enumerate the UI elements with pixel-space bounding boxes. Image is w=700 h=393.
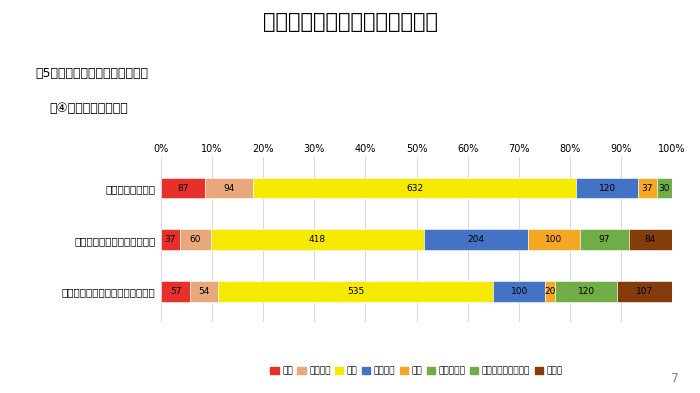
Text: 問5　満足度をお聞かせください: 問5 満足度をお聞かせください (35, 67, 148, 80)
Text: ④待ち時間について: ④待ち時間について (49, 102, 127, 115)
Text: 418: 418 (309, 235, 326, 244)
Text: 20: 20 (545, 287, 556, 296)
Text: 57: 57 (170, 287, 181, 296)
Text: 7: 7 (671, 372, 679, 385)
Text: 107: 107 (636, 287, 653, 296)
Bar (545, 281, 555, 302)
Bar (528, 230, 580, 250)
Bar (253, 178, 576, 198)
Text: 60: 60 (190, 235, 201, 244)
Bar (657, 178, 672, 198)
Text: 37: 37 (641, 184, 653, 193)
Bar (161, 281, 190, 302)
Bar (576, 178, 638, 198)
Text: 健診センター　満足度調査結果: 健診センター 満足度調査結果 (262, 12, 438, 32)
Bar (180, 230, 211, 250)
Text: 54: 54 (199, 287, 210, 296)
Text: 94: 94 (224, 184, 235, 193)
Text: 37: 37 (164, 235, 176, 244)
Text: 84: 84 (645, 235, 656, 244)
Bar (638, 178, 657, 198)
Text: 120: 120 (598, 184, 616, 193)
Text: 87: 87 (178, 184, 189, 193)
Bar (161, 230, 180, 250)
Bar (218, 281, 494, 302)
Text: 30: 30 (659, 184, 670, 193)
Text: 535: 535 (347, 287, 365, 296)
Text: 100: 100 (510, 287, 528, 296)
Bar (617, 281, 672, 302)
Bar (555, 281, 617, 302)
Bar (211, 230, 424, 250)
Legend: 短い, やや短い, 普通, やや長い, 長い, 該当しない, どちらともいえない, 無回答: 短い, やや短い, 普通, やや長い, 長い, 該当しない, どちらともいえない… (267, 363, 566, 379)
Text: 632: 632 (407, 184, 424, 193)
Bar (494, 281, 545, 302)
Bar (629, 230, 672, 250)
Bar (161, 178, 206, 198)
Bar (424, 230, 528, 250)
Bar (190, 281, 218, 302)
Text: 97: 97 (598, 235, 610, 244)
Bar (206, 178, 253, 198)
Bar (580, 230, 629, 250)
Text: 204: 204 (468, 235, 485, 244)
Text: 120: 120 (578, 287, 594, 296)
Text: 100: 100 (545, 235, 563, 244)
